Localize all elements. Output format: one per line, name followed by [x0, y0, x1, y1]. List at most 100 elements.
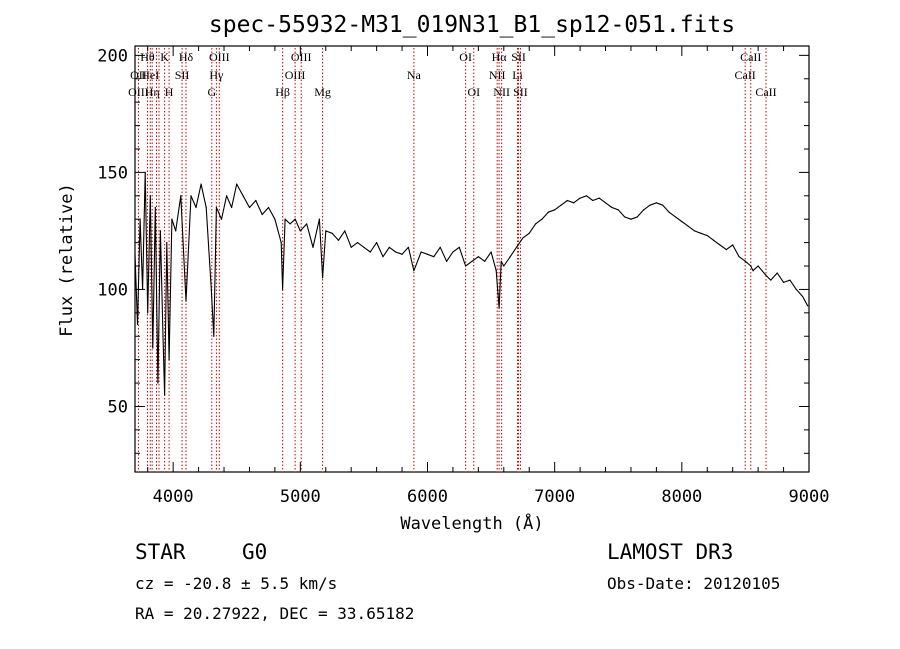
spectrum-point [776, 272, 778, 274]
spectrum-point [706, 234, 708, 237]
spectrum-point [220, 218, 223, 220]
spectrum-point [534, 223, 537, 225]
obs-date: Obs-Date: 20120105 [607, 574, 780, 593]
spectrum-point [284, 218, 286, 220]
spectrum-point [674, 216, 677, 218]
line-label: Hα [492, 50, 508, 64]
spectrum-point [369, 251, 371, 253]
spectrum-point [471, 260, 473, 262]
spectrum-point [757, 265, 759, 267]
spectrum-point [190, 195, 192, 197]
spectrum-point [331, 232, 333, 234]
spectrum-point [738, 256, 740, 258]
spectrum-point [195, 206, 197, 209]
spectrum-point [395, 251, 397, 253]
y-tick-label: 50 [108, 397, 128, 417]
spectrum-point [147, 312, 149, 314]
spectrum-point [515, 246, 518, 248]
spectrum-point [541, 218, 543, 220]
spectrum-point [168, 359, 170, 361]
spectrum-point [242, 195, 244, 197]
line-label: OII [130, 68, 147, 82]
spectrum-point [164, 394, 166, 396]
spectrum-point [439, 246, 441, 248]
x-tick-label: 7000 [534, 487, 575, 507]
spectrum-point [426, 253, 429, 255]
spectrum-point [280, 242, 282, 244]
spectrum-point [267, 206, 270, 209]
spectrum-point [152, 347, 154, 349]
spectrum-point [611, 206, 613, 209]
x-tick-label: 5000 [280, 487, 321, 507]
line-label: SII [511, 50, 526, 64]
spectrum-point [185, 300, 187, 302]
spectrum-point [770, 279, 772, 281]
spectrum-point [592, 199, 594, 202]
line-label: OI [467, 85, 480, 99]
line-label: OI [459, 50, 472, 64]
line-label: SII [175, 68, 190, 82]
spectrum-point [732, 244, 734, 246]
spectrum-point [630, 218, 632, 220]
spectrum-point [713, 239, 715, 241]
spectrum-point [495, 270, 497, 272]
line-label: K [160, 50, 169, 64]
spectrum-point [231, 206, 233, 209]
spectrum-point [180, 195, 182, 197]
spectrum-point [154, 206, 156, 209]
spectrum-point [289, 223, 291, 225]
spectrum-point [643, 209, 645, 211]
line-label: H [165, 85, 174, 99]
spectrum-point [681, 220, 683, 223]
spectrum-point [693, 230, 696, 232]
spectrum-point [636, 216, 638, 218]
spectrum-point [655, 202, 657, 204]
spectrum-point [325, 230, 327, 232]
spectrum-point [719, 244, 721, 246]
spectrum-point [213, 335, 215, 337]
spectrum-point [337, 239, 340, 241]
plot-frame [134, 45, 810, 473]
line-label: Li [512, 68, 523, 82]
line-label: CaII [740, 50, 761, 64]
spectrum-point [560, 204, 562, 206]
spectrum-point [528, 232, 530, 234]
spectrum-point [458, 246, 460, 248]
spectrum-point [725, 249, 727, 251]
spectrum-point [547, 211, 549, 213]
spectrum-point [700, 232, 702, 234]
y-tick-label: 150 [97, 163, 128, 183]
spectrum-point [149, 195, 151, 197]
line-label: NII [493, 85, 510, 99]
line-label: OIII [128, 85, 149, 99]
y-axis: 50 100 150 200 [97, 46, 809, 454]
spectrum-point [662, 204, 664, 206]
spectrum-point [171, 218, 173, 220]
spectrum-point [566, 199, 568, 202]
spectrum-series [134, 171, 809, 396]
spectrum-line [134, 171, 809, 396]
spectrum-point [376, 242, 378, 244]
coordinates-text: RA = 20.27922, DEC = 33.65182 [135, 604, 414, 623]
spectrum-point [765, 274, 767, 276]
spectrum-point [136, 323, 139, 326]
object-subclass: G0 [242, 540, 267, 564]
spectrum-point [344, 230, 346, 232]
line-label: CaII [734, 68, 755, 82]
x-tick-label: 6000 [407, 487, 448, 507]
spectrum-point [687, 225, 689, 227]
spectrum-point [294, 218, 296, 220]
line-label: Hβ [275, 85, 290, 99]
spectrum-point [420, 251, 422, 253]
object-class: STAR [135, 540, 186, 564]
spectrum-point [200, 183, 202, 185]
spectrum-point [433, 256, 435, 258]
spectrum-point [498, 307, 500, 309]
spectrum-point [802, 295, 804, 298]
spectrum-point [382, 256, 384, 258]
spectrum-point [522, 237, 524, 239]
spectrum-point [795, 288, 797, 291]
spectrum-point [205, 206, 207, 209]
